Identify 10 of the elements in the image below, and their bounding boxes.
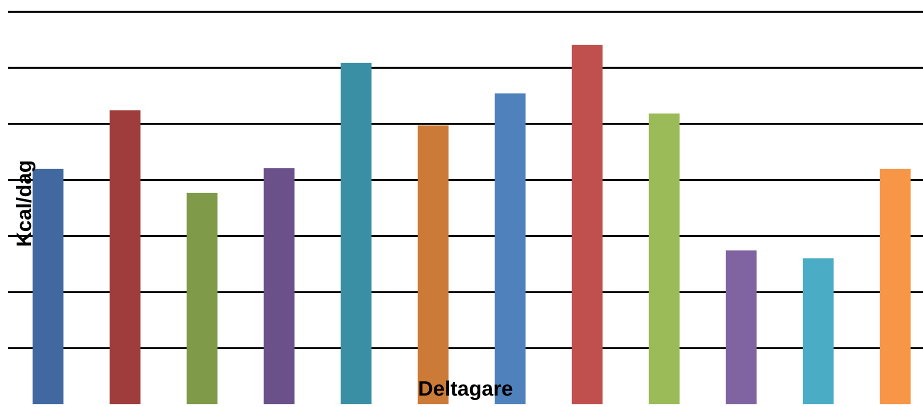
- bar: [572, 44, 603, 404]
- bar: [264, 168, 295, 404]
- bar: [726, 250, 757, 404]
- bar: [340, 62, 372, 404]
- bar: [648, 114, 680, 404]
- x-axis-title: Deltagare: [419, 380, 512, 400]
- bar: [880, 168, 911, 404]
- bar: [802, 258, 834, 404]
- bar: [186, 192, 218, 404]
- bar: [110, 110, 140, 404]
